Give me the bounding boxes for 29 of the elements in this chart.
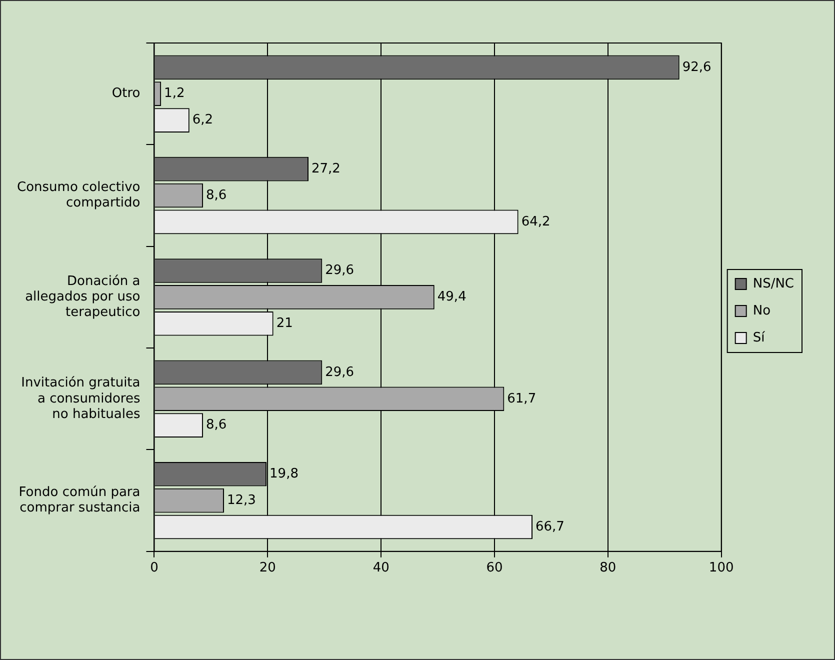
x-tick-label: 20 — [259, 560, 276, 576]
legend-label: Sí — [752, 330, 766, 346]
data-label: 92,6 — [682, 60, 712, 75]
y-tick-label: Donación a allegados por uso terapeutico — [25, 274, 140, 320]
x-tick-label: 80 — [600, 560, 616, 576]
data-label: 19,8 — [270, 466, 298, 482]
data-label: 6,2 — [192, 112, 214, 128]
data-label: 8,6 — [206, 188, 227, 203]
x-tick-label: 40 — [372, 560, 390, 576]
data-label: 49,4 — [437, 290, 466, 305]
y-tick-label: Invitación gratuita a consumidores no habituales — [21, 376, 140, 422]
data-label: 29,6 — [325, 263, 354, 278]
y-tick-label: Otro — [112, 86, 140, 102]
y-tick-label: Fondo común para comprar sustancia — [18, 485, 140, 516]
data-label: 29,6 — [325, 364, 354, 380]
data-label: 64,2 — [521, 214, 550, 230]
data-label: 66,7 — [536, 519, 564, 534]
legend-label: NS/NC — [752, 276, 794, 292]
data-label: 1,2 — [164, 86, 185, 102]
data-label: 8,6 — [206, 418, 227, 433]
y-tick-label: Consumo colectivo compartido — [16, 180, 140, 211]
x-tick-label: 60 — [486, 560, 503, 576]
legend-label: No — [752, 303, 771, 318]
data-label: 27,2 — [311, 161, 340, 176]
x-tick-label: 0 — [150, 560, 158, 576]
x-tick-label: 100 — [708, 560, 734, 576]
data-label: 12,3 — [227, 492, 256, 508]
data-label: 21 — [276, 316, 293, 332]
data-label: 61,7 — [507, 391, 536, 406]
